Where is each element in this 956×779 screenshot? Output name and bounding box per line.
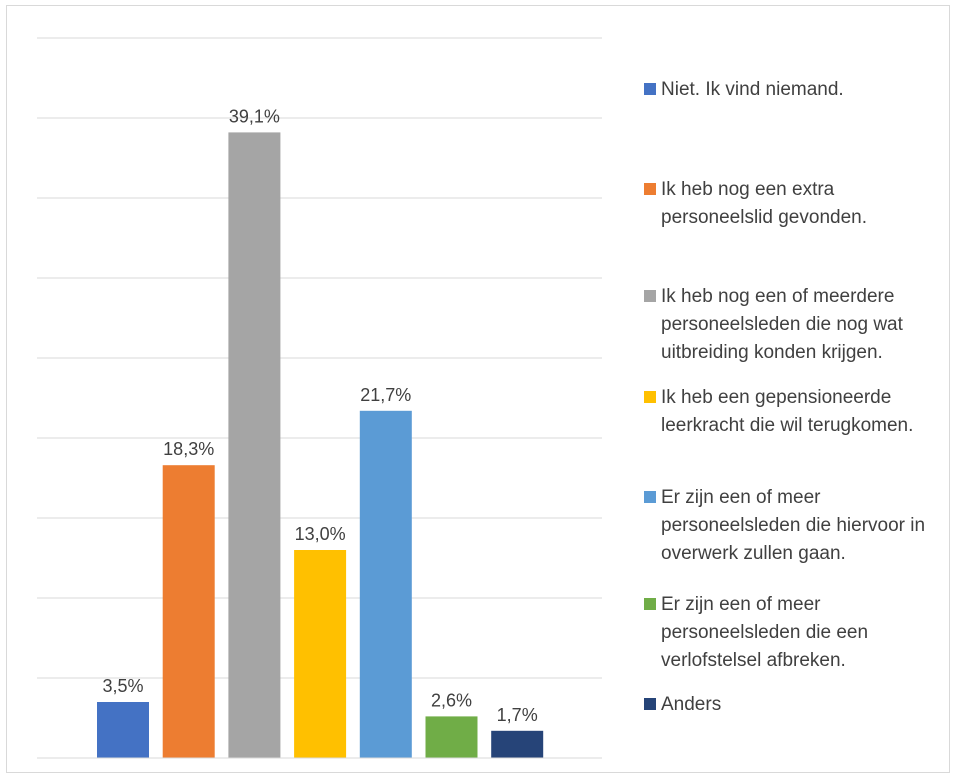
legend-swatch [644, 290, 656, 302]
legend-swatch [644, 491, 656, 503]
data-label: 3,5% [102, 676, 143, 696]
data-label: 1,7% [497, 705, 538, 725]
legend-item: Anders [644, 691, 954, 719]
bar [491, 730, 544, 758]
bar [228, 132, 281, 758]
chart-frame: 3,5% 18,3% 39,1% 13,0% 21,7% 2,6% 1,7% Niet. I… [6, 5, 950, 773]
data-label: 39,1% [229, 106, 280, 126]
bar [162, 465, 215, 758]
legend-item: Ik heb nog een extra personeelslid gevon… [644, 176, 954, 232]
legend-swatch [644, 698, 656, 710]
legend-label: Ik heb nog een extra personeelslid gevon… [661, 179, 867, 228]
bar [359, 410, 412, 758]
data-label: 13,0% [295, 524, 346, 544]
legend-label: Ik heb een gepensioneerde leerkracht die… [661, 387, 914, 436]
bar [425, 716, 478, 758]
legend-item: Er zijn een of meer personeelsleden die … [644, 591, 954, 675]
bar-chart: 3,5% 18,3% 39,1% 13,0% 21,7% 2,6% 1,7% [37, 37, 602, 759]
legend-label: Er zijn een of meer personeelsleden die … [661, 594, 869, 671]
bar [97, 702, 149, 758]
data-label: 2,6% [431, 690, 472, 710]
legend-item: Ik heb een gepensioneerde leerkracht die… [644, 384, 954, 440]
legend-label: Ik heb nog een of meerdere personeelsled… [661, 286, 903, 363]
legend-swatch [644, 598, 656, 610]
legend-swatch [644, 391, 656, 403]
bar [294, 550, 347, 758]
legend-item: Er zijn een of meer personeelsleden die … [644, 484, 954, 568]
gridlines [37, 37, 602, 679]
legend-item: Niet. Ik vind niemand. [644, 76, 954, 104]
legend-label: Er zijn een of meer personeelsleden die … [661, 487, 926, 564]
legend-swatch [644, 83, 656, 95]
legend-label: Anders [661, 694, 722, 715]
legend-item: Ik heb nog een of meerdere personeelsled… [644, 283, 954, 367]
data-label: 18,3% [163, 439, 214, 459]
data-label: 21,7% [360, 385, 411, 405]
legend-label: Niet. Ik vind niemand. [661, 79, 844, 100]
legend-swatch [644, 183, 656, 195]
